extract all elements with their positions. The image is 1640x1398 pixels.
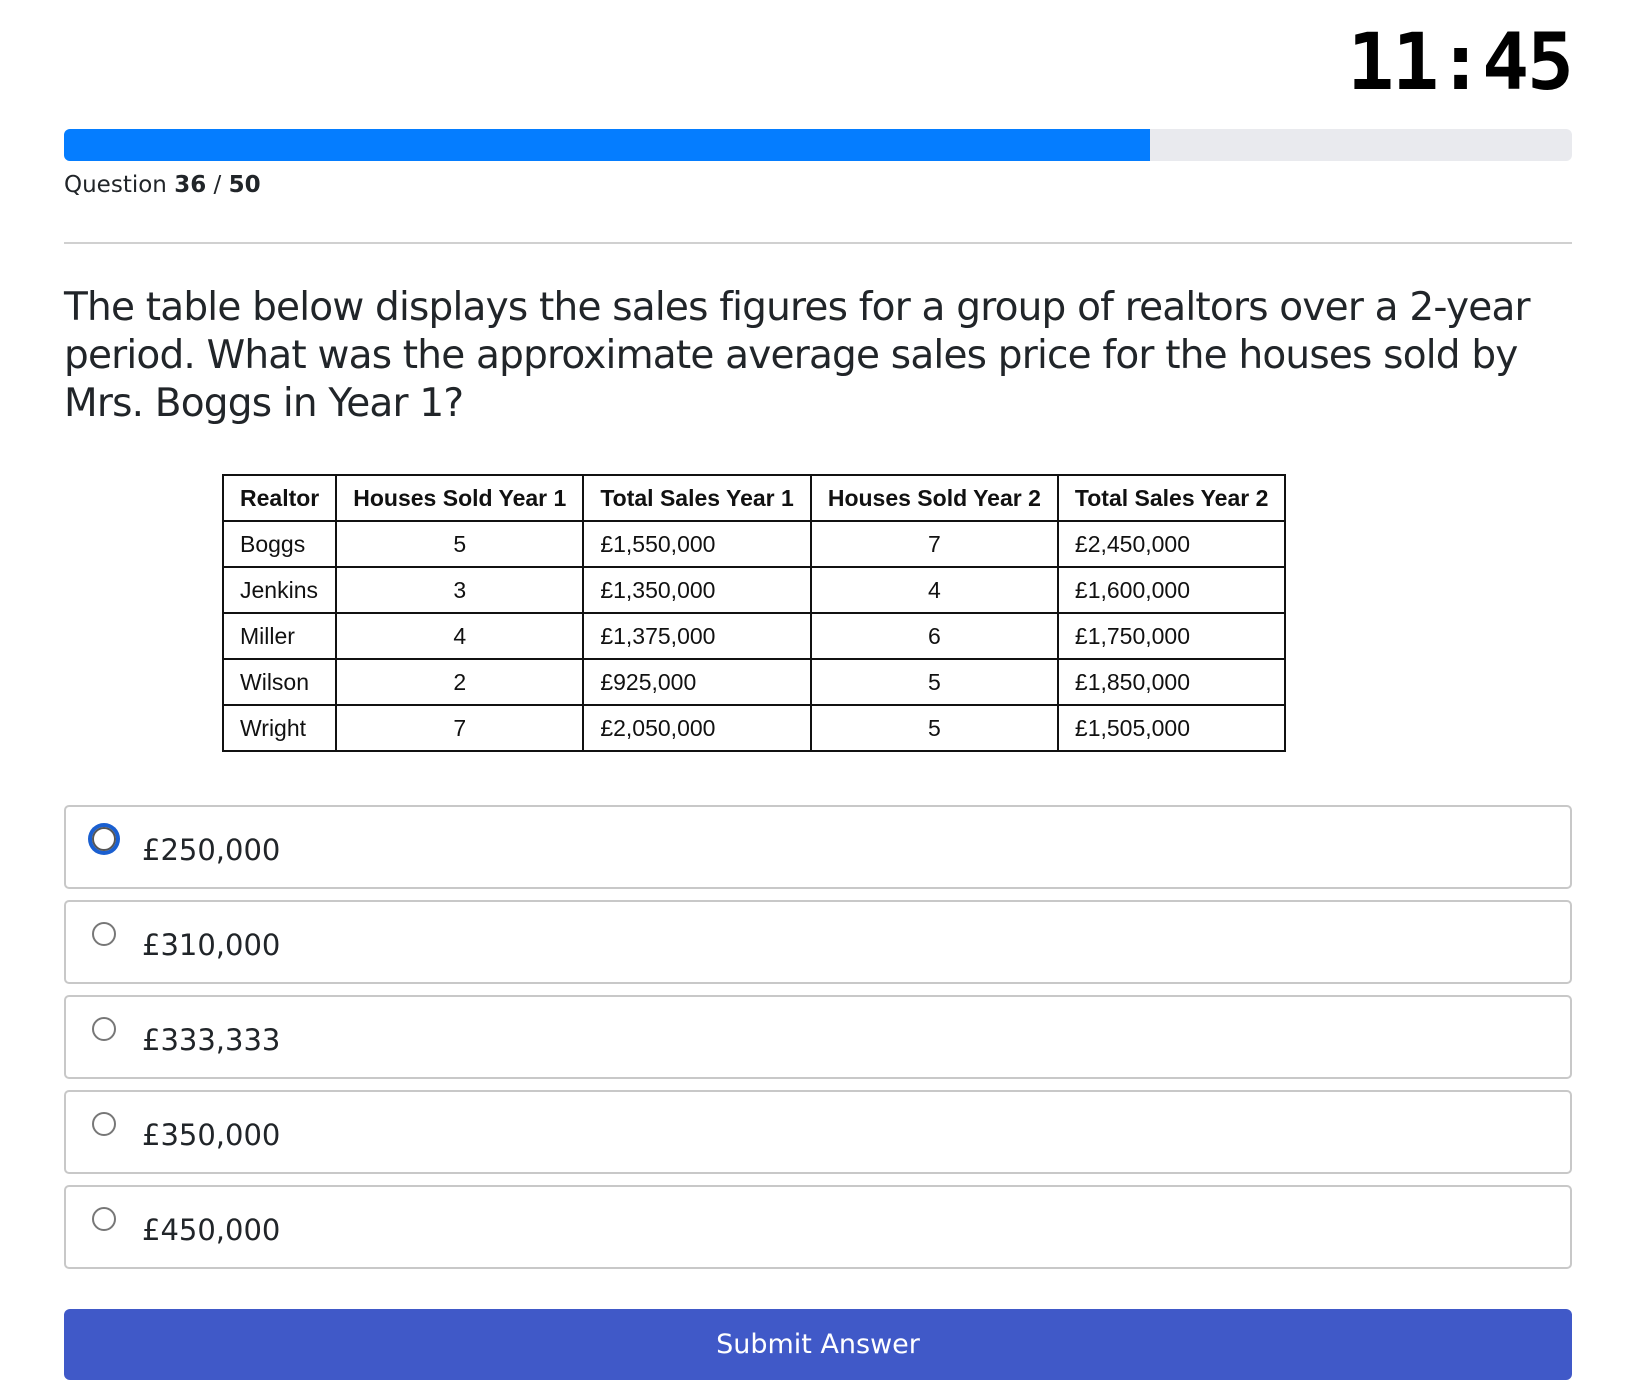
table-row: Miller 4 £1,375,000 6 £1,750,000 — [221, 612, 1287, 660]
table-cell: Miller — [221, 612, 338, 660]
table-cell: Wright — [221, 704, 338, 752]
submit-answer-button[interactable]: Submit Answer — [64, 1309, 1572, 1380]
countdown-timer: 11:45 — [1347, 18, 1574, 108]
divider — [64, 242, 1572, 244]
progress-fill — [64, 129, 1150, 161]
radio-button[interactable] — [92, 922, 116, 946]
radio-button[interactable] — [92, 1017, 116, 1041]
progress-bar — [64, 129, 1572, 161]
radio-button[interactable] — [92, 1207, 116, 1231]
option-label: £250,000 — [142, 833, 281, 867]
table-cell: 3 — [335, 566, 585, 614]
table-cell: £2,050,000 — [582, 704, 812, 752]
sales-table: Realtor Houses Sold Year 1 Total Sales Y… — [221, 474, 1287, 752]
answer-option[interactable]: £250,000 — [64, 805, 1572, 889]
counter-separator: / — [213, 172, 222, 198]
table-row: Boggs 5 £1,550,000 7 £2,450,000 — [221, 520, 1287, 568]
radio-button[interactable] — [92, 827, 116, 851]
option-label: £333,333 — [142, 1023, 281, 1057]
option-label: £350,000 — [142, 1118, 281, 1152]
column-header: Houses Sold Year 2 — [809, 474, 1059, 522]
table-cell: 5 — [809, 704, 1059, 752]
answer-options: £250,000 £310,000 £333,333 £350,000 £450,000 — [64, 805, 1572, 1280]
table-row: Jenkins 3 £1,350,000 4 £1,600,000 — [221, 566, 1287, 614]
table-cell: 2 — [335, 658, 585, 706]
table-cell: 4 — [809, 566, 1059, 614]
option-label: £450,000 — [142, 1213, 281, 1247]
table-cell: £1,505,000 — [1056, 704, 1287, 752]
answer-option[interactable]: £333,333 — [64, 995, 1572, 1079]
table-cell: 6 — [809, 612, 1059, 660]
answer-option[interactable]: £350,000 — [64, 1090, 1572, 1174]
table-cell: Wilson — [221, 658, 338, 706]
question-text: The table below displays the sales figur… — [64, 285, 1531, 426]
table-cell: Jenkins — [221, 566, 338, 614]
table-cell: £1,750,000 — [1056, 612, 1287, 660]
current-question: 36 — [174, 172, 207, 198]
counter-prefix: Question — [64, 172, 167, 198]
column-header: Total Sales Year 1 — [582, 474, 812, 522]
table-cell: £1,375,000 — [582, 612, 812, 660]
total-questions: 50 — [228, 172, 261, 198]
table-row: Wilson 2 £925,000 5 £1,850,000 — [221, 658, 1287, 706]
question-counter: Question 36 / 50 — [64, 172, 261, 198]
table-cell: 5 — [809, 658, 1059, 706]
table-cell: £1,600,000 — [1056, 566, 1287, 614]
table-cell: 4 — [335, 612, 585, 660]
table-cell: £1,350,000 — [582, 566, 812, 614]
table-header-row: Realtor Houses Sold Year 1 Total Sales Y… — [221, 474, 1287, 522]
column-header: Houses Sold Year 1 — [335, 474, 585, 522]
table-cell: 5 — [335, 520, 585, 568]
option-label: £310,000 — [142, 928, 281, 962]
table-cell: £1,550,000 — [582, 520, 812, 568]
table-cell: 7 — [335, 704, 585, 752]
table-cell: £925,000 — [582, 658, 812, 706]
table-cell: Boggs — [221, 520, 338, 568]
table-cell: £1,850,000 — [1056, 658, 1287, 706]
answer-option[interactable]: £310,000 — [64, 900, 1572, 984]
answer-option[interactable]: £450,000 — [64, 1185, 1572, 1269]
column-header: Realtor — [221, 474, 338, 522]
column-header: Total Sales Year 2 — [1056, 474, 1287, 522]
radio-button[interactable] — [92, 1112, 116, 1136]
table-cell: £2,450,000 — [1056, 520, 1287, 568]
table-cell: 7 — [809, 520, 1059, 568]
table-row: Wright 7 £2,050,000 5 £1,505,000 — [221, 704, 1287, 752]
